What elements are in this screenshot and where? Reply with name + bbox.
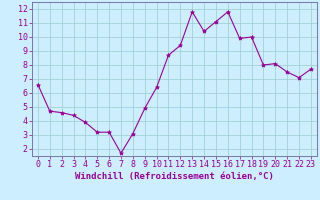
X-axis label: Windchill (Refroidissement éolien,°C): Windchill (Refroidissement éolien,°C) bbox=[75, 172, 274, 181]
